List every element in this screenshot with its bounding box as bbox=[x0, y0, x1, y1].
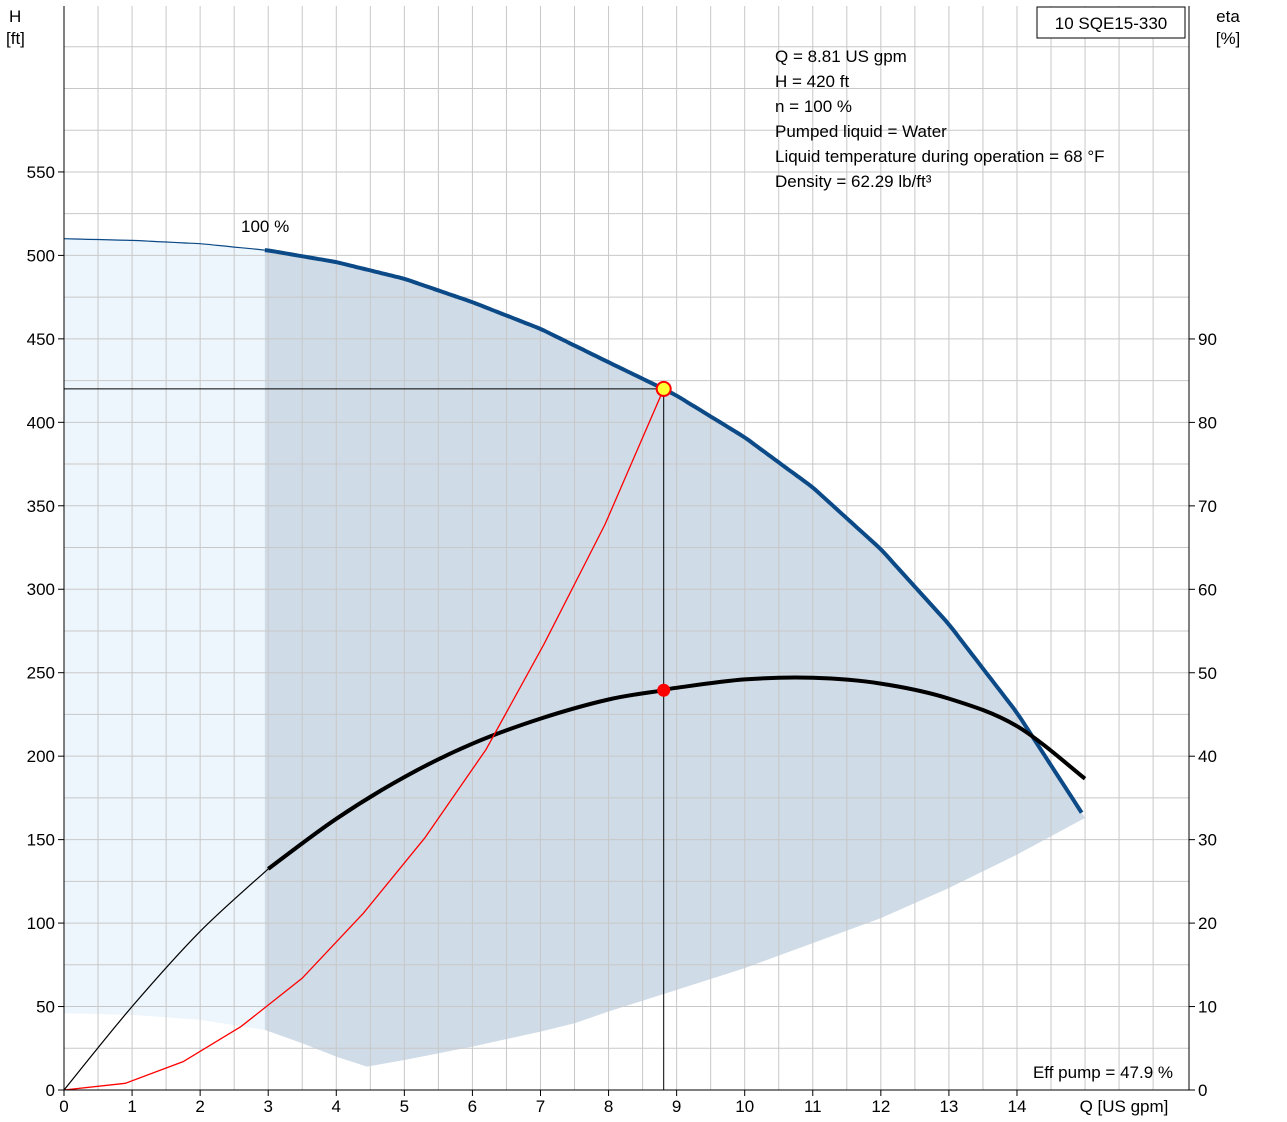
system-curve bbox=[63, 388, 665, 1091]
y-left-tick-label: 300 bbox=[27, 580, 55, 599]
y-right-title-line1: eta bbox=[1216, 7, 1240, 26]
y-left-title-line2: [ft] bbox=[6, 29, 25, 48]
y-right-tick-label: 20 bbox=[1198, 914, 1217, 933]
info-line-speed: n = 100 % bbox=[775, 97, 852, 116]
y-right-tick-label: 50 bbox=[1198, 664, 1217, 683]
y-left-tick-label: 450 bbox=[27, 330, 55, 349]
x-tick-label: 7 bbox=[536, 1097, 545, 1116]
head-curve-thin bbox=[63, 238, 265, 251]
x-tick-label: 6 bbox=[468, 1097, 477, 1116]
grid bbox=[64, 6, 1189, 1090]
y-right-title-line2: [%] bbox=[1216, 29, 1241, 48]
info-line-head: H = 420 ft bbox=[775, 72, 849, 91]
y-right-tick-label: 0 bbox=[1198, 1081, 1207, 1100]
head-curve bbox=[264, 248, 1084, 814]
curves bbox=[63, 238, 1087, 1091]
x-tick-label: 0 bbox=[59, 1097, 68, 1116]
range-dark-area bbox=[264, 250, 1086, 1067]
y-right-tick-label: 40 bbox=[1198, 747, 1217, 766]
y-right-tick-label: 80 bbox=[1198, 413, 1217, 432]
x-tick-label: 2 bbox=[195, 1097, 204, 1116]
x-tick-label: 14 bbox=[1008, 1097, 1027, 1116]
x-tick-label: 1 bbox=[127, 1097, 136, 1116]
curve-speed-label: 100 % bbox=[241, 217, 289, 236]
pump-model-title: 10 SQE15-330 bbox=[1055, 14, 1167, 33]
info-line-liquid: Pumped liquid = Water bbox=[775, 122, 947, 141]
y-left-tick-label: 150 bbox=[27, 831, 55, 850]
y-right-tick-label: 70 bbox=[1198, 497, 1217, 516]
labels: H [ft] eta [%] Q [US gpm] 10 SQE15-330 Q… bbox=[6, 6, 1241, 1116]
y-left-tick-label: 500 bbox=[27, 246, 55, 265]
range-light-area bbox=[64, 238, 265, 1030]
x-tick-label: 8 bbox=[604, 1097, 613, 1116]
y-left-title-line1: H bbox=[9, 7, 21, 26]
y-left-tick-label: 550 bbox=[27, 163, 55, 182]
y-left-tick-label: 250 bbox=[27, 664, 55, 683]
y-left-tick-label: 100 bbox=[27, 914, 55, 933]
x-tick-label: 11 bbox=[804, 1097, 822, 1116]
pump-model-box bbox=[1036, 6, 1186, 39]
info-line-flow: Q = 8.81 US gpm bbox=[775, 47, 907, 66]
y-left-tick-label: 0 bbox=[46, 1081, 55, 1100]
y-left-tick-label: 200 bbox=[27, 747, 55, 766]
x-tick-label: 4 bbox=[332, 1097, 341, 1116]
efficiency-curve-thin bbox=[63, 868, 269, 1091]
y-left-tick-label: 400 bbox=[27, 413, 55, 432]
y-left-tick-label: 50 bbox=[36, 998, 55, 1017]
x-tick-label: 10 bbox=[735, 1097, 754, 1116]
efficiency-operating-marker bbox=[657, 683, 671, 697]
y-left-tick-label: 350 bbox=[27, 497, 55, 516]
x-axis-title: Q [US gpm] bbox=[1080, 1097, 1169, 1116]
info-line-density: Density = 62.29 lb/ft³ bbox=[775, 172, 932, 191]
y-right-tick-label: 30 bbox=[1198, 831, 1217, 850]
efficiency-label: Eff pump = 47.9 % bbox=[1033, 1063, 1173, 1082]
info-line-temperature: Liquid temperature during operation = 68… bbox=[775, 147, 1105, 166]
operating-range bbox=[64, 238, 1086, 1067]
x-tick-label: 13 bbox=[939, 1097, 958, 1116]
operating-point-marker bbox=[655, 380, 672, 397]
x-tick-label: 9 bbox=[672, 1097, 681, 1116]
y-right-tick-label: 90 bbox=[1198, 330, 1217, 349]
x-tick-label: 3 bbox=[263, 1097, 272, 1116]
axes: 0 1 2 3 4 5 6 7 8 9 10 11 12 13 1405010015020025030035… bbox=[27, 6, 1217, 1116]
y-right-tick-label: 10 bbox=[1198, 998, 1217, 1017]
x-tick-label: 12 bbox=[871, 1097, 890, 1116]
x-tick-label: 5 bbox=[400, 1097, 409, 1116]
y-right-tick-label: 60 bbox=[1198, 580, 1217, 599]
